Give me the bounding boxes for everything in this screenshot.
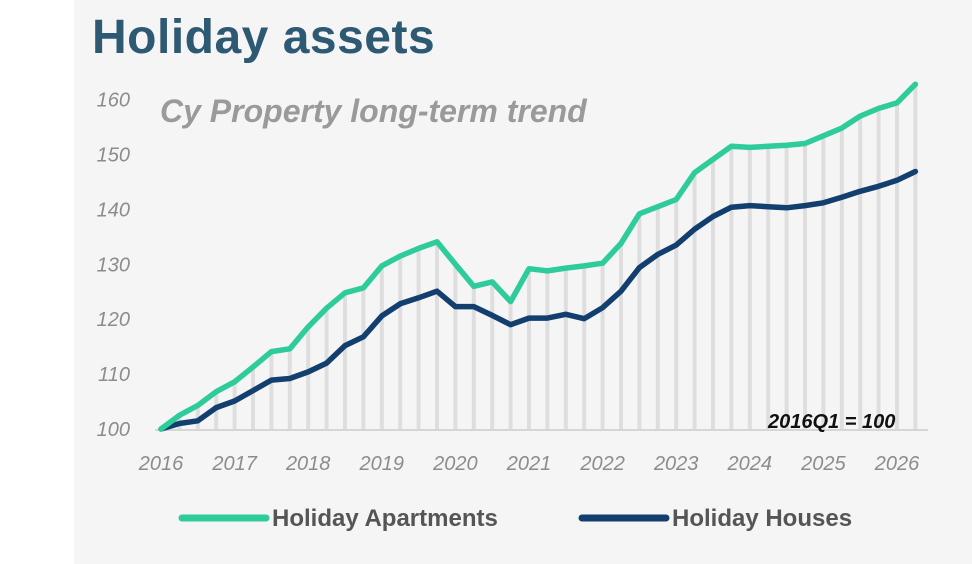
x-tick-label: 2026 xyxy=(874,453,920,475)
x-tick-label: 2017 xyxy=(211,453,257,475)
legend-label: Holiday Apartments xyxy=(272,505,498,532)
y-tick-label: 150 xyxy=(97,145,130,167)
y-tick-label: 130 xyxy=(97,254,130,276)
x-tick-label: 2018 xyxy=(285,453,331,475)
y-tick-label: 100 xyxy=(97,419,130,441)
x-tick-label: 2024 xyxy=(727,453,773,475)
y-tick-label: 160 xyxy=(97,90,130,112)
legend-label: Holiday Houses xyxy=(672,505,852,532)
series-lines xyxy=(158,81,919,432)
quarter-bars xyxy=(159,86,918,431)
chart-subtitle: Cy Property long-term trend xyxy=(160,93,588,129)
x-tick-label: 2016 xyxy=(138,453,184,475)
y-axis-ticks: 100 110 120 130 140 150 160 xyxy=(97,90,130,441)
x-axis-ticks: 2016 2017 2018 2019 2020 2021 2022 2023 2024 2025… xyxy=(138,453,920,475)
series-line xyxy=(158,81,919,432)
x-tick-label: 2021 xyxy=(506,453,552,475)
x-tick-label: 2019 xyxy=(359,453,405,475)
base-annotation: 2016Q1 = 100 xyxy=(767,411,895,433)
y-tick-label: 140 xyxy=(97,199,130,221)
legend: Holiday Apartments Holiday Houses xyxy=(178,505,852,532)
x-tick-label: 2025 xyxy=(800,453,846,475)
page-title: Holiday assets xyxy=(92,11,436,64)
x-tick-label: 2023 xyxy=(653,453,699,475)
y-tick-label: 120 xyxy=(97,309,130,331)
x-tick-label: 2020 xyxy=(432,453,478,475)
y-tick-label: 110 xyxy=(98,364,130,386)
series-line xyxy=(158,168,919,432)
x-tick-label: 2022 xyxy=(579,453,625,475)
